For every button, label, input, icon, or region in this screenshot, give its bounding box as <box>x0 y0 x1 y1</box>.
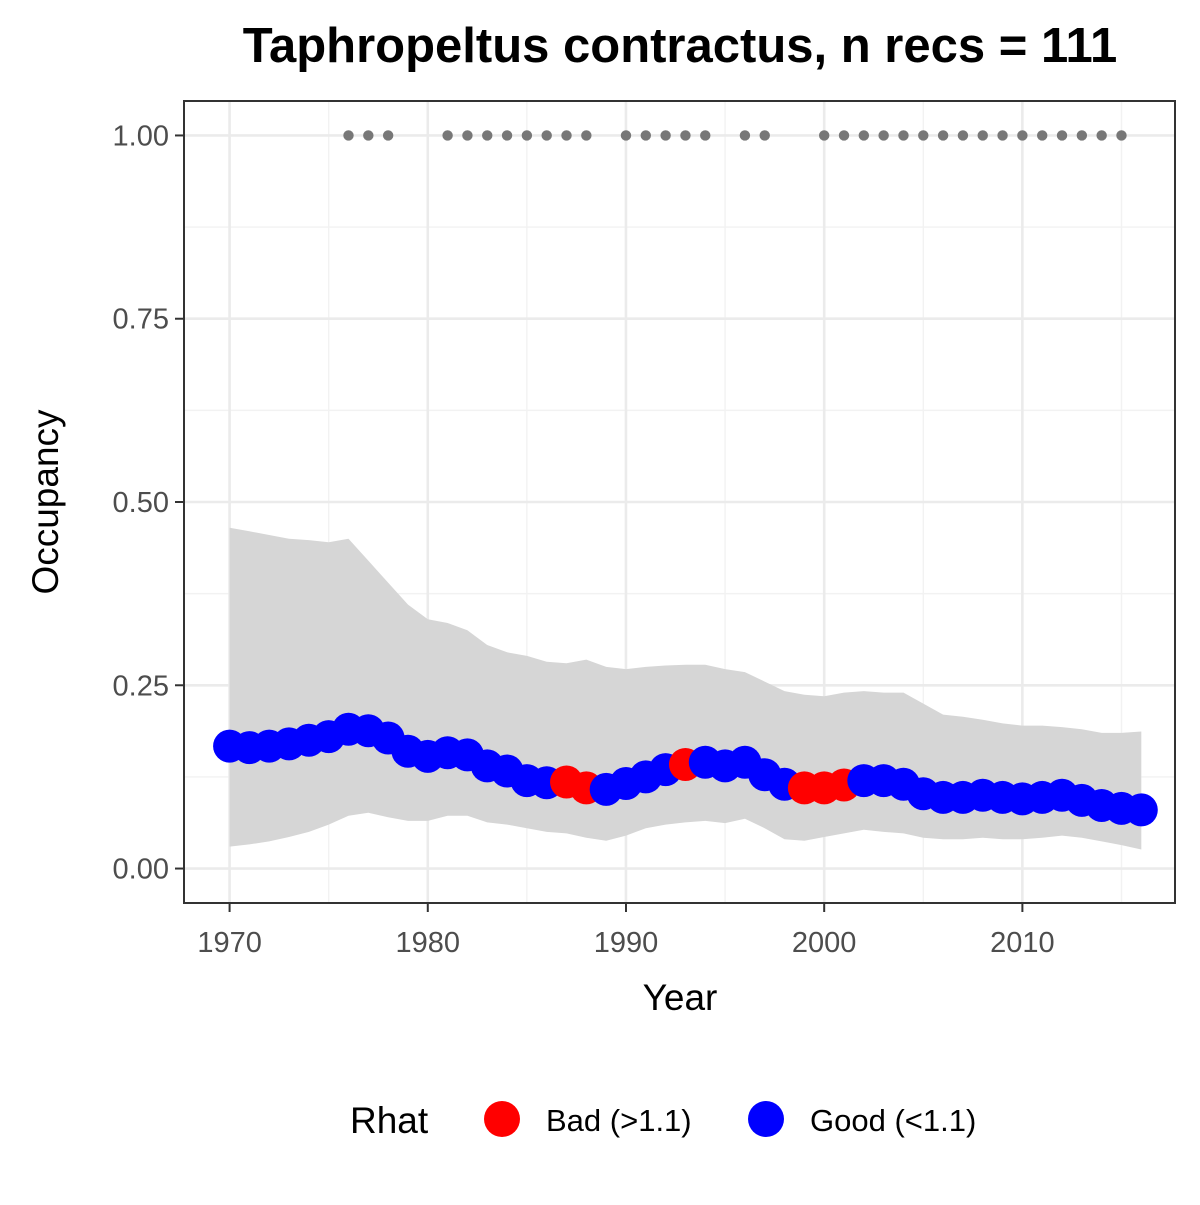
confidence-ribbon-layer <box>229 527 1142 850</box>
legend: Rhat Bad (>1.1) Good (<1.1) <box>350 1100 976 1141</box>
record-dot <box>382 130 394 141</box>
x-tick-label: 2000 <box>792 927 857 959</box>
record-dot <box>1096 130 1107 141</box>
record-dot <box>561 130 572 141</box>
y-tick-label: 0.00 <box>113 854 169 886</box>
record-dot <box>581 130 592 141</box>
x-tick-label: 1980 <box>396 927 461 959</box>
record-dot <box>997 130 1008 141</box>
record-dot <box>482 130 493 141</box>
y-tick-label: 0.75 <box>113 304 169 336</box>
x-axis-label: Year <box>643 977 718 1018</box>
legend-label-bad: Bad (>1.1) <box>546 1103 692 1138</box>
legend-title: Rhat <box>350 1100 429 1141</box>
record-dot <box>1076 130 1088 141</box>
record-dot <box>1017 130 1028 141</box>
y-axis: 0.00 0.25 0.50 0.75 1.00 <box>113 120 184 886</box>
chart-title: Taphropeltus contractus, n recs = 111 <box>243 19 1118 73</box>
record-dot <box>640 130 652 141</box>
record-dot <box>501 130 513 141</box>
record-dots-layer <box>343 130 1127 141</box>
occupancy-points-layer <box>213 712 1158 827</box>
record-dot <box>878 130 889 141</box>
record-dot <box>918 130 929 141</box>
record-dot <box>759 130 770 141</box>
record-dot <box>858 130 870 141</box>
y-tick-label: 0.25 <box>113 670 169 702</box>
y-tick-label: 0.50 <box>113 487 169 519</box>
record-dot <box>521 130 533 141</box>
record-dot <box>541 130 552 141</box>
x-tick-label: 1990 <box>594 927 659 959</box>
record-dot <box>1056 130 1068 141</box>
record-dot <box>660 130 671 141</box>
x-axis: 1970 1980 1990 2000 2010 <box>197 903 1055 959</box>
y-axis-label: Occupancy <box>25 409 66 595</box>
record-dot <box>1116 130 1127 141</box>
record-dot <box>343 130 354 141</box>
record-dot <box>620 130 632 141</box>
record-dot <box>462 130 473 141</box>
record-dot <box>937 130 949 141</box>
record-dot <box>1037 130 1048 141</box>
record-dot <box>680 130 691 141</box>
x-tick-label: 1970 <box>197 927 262 959</box>
legend-key-bad <box>484 1101 520 1137</box>
record-dot <box>700 130 711 141</box>
legend-key-good <box>748 1101 784 1137</box>
record-dot <box>838 130 850 141</box>
occupancy-point <box>1124 793 1158 827</box>
record-dot <box>898 130 909 141</box>
record-dot <box>442 130 453 141</box>
legend-label-good: Good (<1.1) <box>810 1103 976 1138</box>
confidence-ribbon <box>229 527 1142 850</box>
record-dot <box>957 130 969 141</box>
legend-items: Bad (>1.1) Good (<1.1) <box>484 1101 976 1138</box>
x-tick-label: 2010 <box>990 927 1055 959</box>
record-dot <box>977 130 988 141</box>
y-tick-label: 1.00 <box>113 120 169 152</box>
record-dot <box>739 130 751 141</box>
record-dot <box>363 130 374 141</box>
record-dot <box>818 130 830 141</box>
